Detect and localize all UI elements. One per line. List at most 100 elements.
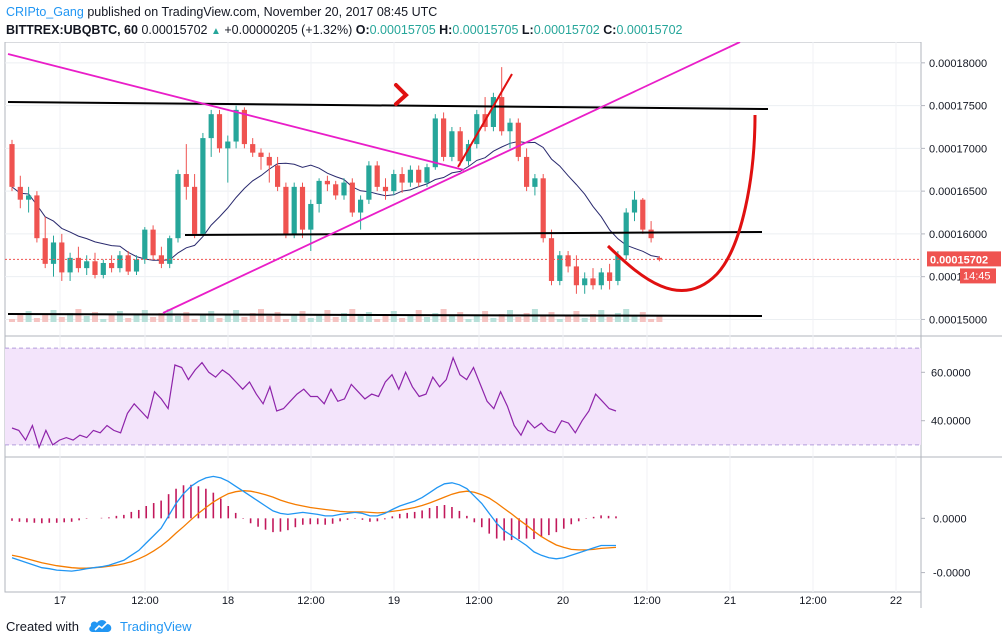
volume-bar	[424, 317, 430, 322]
annotation-arrow-icon	[394, 83, 409, 106]
macd-axis-label: 0.0000	[933, 513, 967, 525]
price-axis-label: 0.00016500	[929, 186, 987, 198]
volume-bar	[216, 318, 223, 322]
candle-body	[67, 257, 73, 273]
candle	[167, 235, 173, 269]
volume-bar	[341, 313, 347, 322]
volume-bar	[307, 318, 314, 322]
moving-average-line	[11, 140, 660, 261]
volume-bar	[50, 310, 57, 322]
candle-body	[109, 262, 115, 269]
time-axis-label: 12:00	[131, 595, 159, 607]
volume-bar	[158, 313, 165, 322]
candle-body	[648, 229, 654, 239]
time-axis-label: 12:00	[633, 595, 661, 607]
volume-bar	[166, 309, 173, 322]
descending-trendline	[7, 53, 465, 171]
candle	[183, 144, 189, 200]
candle	[324, 175, 330, 192]
breakout-projection-line	[457, 73, 513, 168]
volume-bar	[515, 317, 522, 322]
candle-body	[200, 138, 206, 234]
candle	[499, 67, 505, 136]
footer: Created with TradingView	[0, 608, 1002, 643]
macd-axis-label: -0.0000	[933, 568, 970, 580]
tradingview-brand[interactable]: TradingView	[88, 616, 192, 636]
candle-body	[524, 156, 530, 187]
volume-bar	[116, 311, 123, 322]
candle	[59, 233, 65, 281]
candle-body	[100, 262, 106, 275]
publisher-line: CRIPto_Gang published on TradingView.com…	[6, 5, 437, 19]
candle	[532, 174, 538, 196]
chart-svg[interactable]: 0.00018000 0.00017500 0.00017000 0.00016500…	[0, 41, 1002, 608]
candle-body	[216, 114, 223, 149]
candle-body	[225, 141, 231, 149]
candle-body	[640, 199, 646, 230]
open-label: O:	[355, 23, 370, 37]
rsi-band	[5, 348, 921, 445]
volume-bar	[299, 311, 306, 322]
candle	[607, 263, 613, 290]
candle	[291, 182, 297, 239]
candle	[490, 92, 496, 132]
candle	[158, 246, 164, 269]
rsi-axis-label: 60.0000	[931, 367, 971, 379]
high-value: 0.00015705	[452, 23, 519, 37]
candle	[258, 148, 264, 170]
candle	[92, 252, 98, 279]
candle	[482, 97, 488, 132]
volume-bar	[100, 319, 107, 322]
candle	[17, 175, 23, 209]
candle-body	[283, 186, 289, 234]
chart-header: CRIPto_Gang published on TradingView.com…	[0, 0, 1002, 42]
candle-body	[150, 229, 156, 256]
candle-body	[183, 174, 189, 187]
volume-bar	[58, 317, 65, 322]
volume-bar	[498, 314, 505, 322]
volume-bar	[581, 318, 588, 322]
volume-bar	[473, 315, 480, 322]
time-axis-label: 21	[724, 595, 736, 607]
time-axis-label: 20	[557, 595, 569, 607]
volume-bar	[357, 316, 364, 322]
candle-body	[358, 199, 364, 213]
candle	[590, 268, 596, 290]
volume-bar	[565, 315, 572, 322]
volume-bar	[141, 310, 148, 322]
candle	[316, 178, 322, 213]
candle-body	[233, 109, 239, 142]
candle	[349, 178, 355, 217]
candle-body	[457, 131, 463, 162]
volume-bar	[332, 317, 339, 322]
candle	[656, 256, 662, 262]
time-axis-label: 18	[222, 595, 234, 607]
candle-body	[548, 238, 555, 281]
time-axis-label: 22	[890, 595, 902, 607]
candle	[441, 112, 447, 162]
up-arrow-icon: ▲	[210, 26, 221, 37]
author-link[interactable]: CRIPto_Gang	[6, 5, 84, 19]
low-value: 0.00015702	[533, 23, 600, 37]
volume-bar	[42, 314, 49, 322]
candle	[26, 186, 32, 213]
volume-bar	[233, 310, 240, 322]
candle-body	[9, 144, 15, 187]
candle	[557, 251, 563, 286]
chart-area[interactable]: 0.00018000 0.00017500 0.00017000 0.00016500…	[0, 41, 1002, 608]
volume-bar	[490, 318, 497, 322]
candle	[366, 161, 372, 204]
volume-bar	[208, 311, 215, 322]
volume-bar	[224, 314, 231, 322]
last-price: 0.00015702	[141, 23, 208, 37]
candle-body	[582, 278, 588, 286]
volume-bar	[324, 310, 331, 322]
candle	[457, 126, 463, 166]
volume-bar	[241, 317, 248, 322]
candle-body	[316, 180, 322, 204]
candle	[640, 197, 646, 234]
candle	[109, 255, 115, 273]
candle-body	[474, 114, 480, 145]
projected-recovery-curve	[606, 114, 757, 293]
volume-bar	[457, 312, 464, 322]
